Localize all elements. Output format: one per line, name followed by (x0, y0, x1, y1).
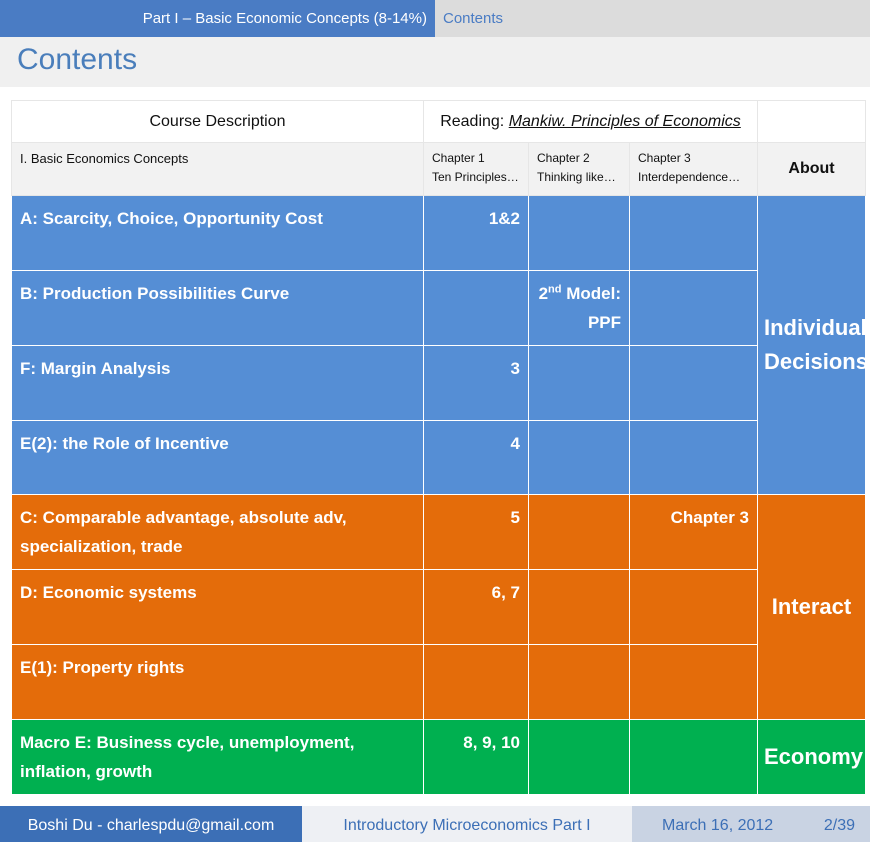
footer-course: Introductory Microeconomics Part I (302, 806, 632, 842)
reading-cell (629, 718, 758, 795)
group-cell: Economy (757, 718, 866, 795)
ordinal-base: 2 (538, 283, 549, 303)
reading-cell (629, 419, 758, 496)
reading-cell (528, 644, 630, 720)
contents-table: Course Description Reading: Mankiw. Prin… (11, 100, 868, 795)
reading-title: Mankiw. Principles of Economics (508, 112, 741, 130)
reading-cell (528, 569, 630, 645)
page-number: 2/39 (823, 817, 855, 834)
reading-cell (423, 269, 529, 346)
reading-cell (528, 419, 630, 496)
row: E(1): Property rights (11, 644, 866, 720)
reading-cell (629, 269, 758, 346)
reading-cell (528, 344, 630, 421)
group-cell: Individual Decisions (757, 194, 868, 496)
top-bar: Part I – Basic Economic Concepts (8-14%)… (0, 0, 870, 37)
reading-cell: Chapter 3 (629, 494, 758, 571)
row: Macro E: Business cycle, unemployment, i… (11, 718, 866, 795)
row: B: Production Possibilities Curve 2nd Mo… (11, 269, 866, 346)
cell-text: Model: (566, 283, 621, 303)
reading-cell (528, 718, 630, 795)
reading-cell: 6, 7 (423, 569, 529, 645)
header-cell: Reading: Mankiw. Principles of Economics (423, 100, 758, 143)
subsection-name: Contents (443, 10, 504, 27)
header-cell: Course Description (11, 100, 424, 143)
reading-cell: 5 (423, 494, 529, 571)
subheader-row: I. Basic Economics Concepts Chapter 1 Ten… (11, 142, 866, 196)
reading-cell (528, 494, 630, 571)
reading-label: Reading: (440, 112, 505, 130)
ordinal-suffix: nd (548, 283, 562, 296)
reading-cell (629, 644, 758, 720)
row: F: Margin Analysis 3 (11, 344, 866, 421)
row: C: Comparable advantage, absolute adv, s… (11, 494, 866, 720)
chapter-cell: Chapter 1 Ten Principles… (423, 142, 529, 196)
cell-text: PPF (587, 312, 621, 332)
chapter-name: Interdependence… (638, 170, 741, 184)
chapter-cell: Chapter 2 Thinking like… (528, 142, 630, 196)
header-cell (757, 100, 866, 143)
reading-cell (629, 569, 758, 645)
group-cell: Interact (757, 494, 866, 720)
topic-cell: B: Production Possibilities Curve (11, 269, 424, 346)
topic-cell: D: Economic systems (11, 569, 424, 645)
topic-cell: A: Scarcity, Choice, Opportunity Cost (11, 195, 424, 271)
topic-cell: Macro E: Business cycle, unemployment, i… (11, 718, 424, 795)
topic-cell: E(2): the Role of Incentive (11, 419, 424, 496)
slide-title: Contents (17, 43, 138, 76)
chapter-cell: Chapter 3 Interdependence… (629, 142, 758, 196)
chapter-number: Chapter 2 (537, 151, 590, 165)
chapter-name: Thinking like… (537, 170, 616, 184)
reading-cell (629, 344, 758, 421)
reading-cell: 8, 9, 10 (423, 718, 529, 795)
title-bar: Contents (0, 37, 870, 87)
footer-date: March 16, 2012 (662, 817, 774, 834)
chapter-number: Chapter 1 (432, 151, 485, 165)
reading-cell: 4 (423, 419, 529, 496)
topic-cell: F: Margin Analysis (11, 344, 424, 421)
footer-author: Boshi Du - charlespdu@gmail.com (0, 806, 302, 842)
header-row: Course Description Reading: Mankiw. Prin… (11, 100, 866, 143)
chapter-name: Ten Principles… (432, 170, 519, 184)
reading-cell (423, 644, 529, 720)
reading-cell: 3 (423, 344, 529, 421)
about-cell: About (757, 142, 866, 196)
footer-meta: March 16, 2012 2/39 (632, 806, 870, 842)
reading-cell: 1&2 (423, 195, 529, 271)
reading-cell: 2nd Model: PPF (528, 269, 630, 346)
row: D: Economic systems 6, 7 (11, 569, 866, 645)
reading-cell (629, 195, 758, 271)
reading-cell (528, 195, 630, 271)
topic-cell: C: Comparable advantage, absolute adv, s… (11, 494, 424, 571)
row: E(2): the Role of Incentive 4 (11, 419, 866, 496)
row: A: Scarcity, Choice, Opportunity Cost 1&… (11, 194, 868, 496)
unit-cell: I. Basic Economics Concepts (11, 142, 424, 196)
section-name: Part I – Basic Economic Concepts (8-14%) (0, 0, 435, 37)
topic-cell: E(1): Property rights (11, 644, 424, 720)
chapter-number: Chapter 3 (638, 151, 691, 165)
